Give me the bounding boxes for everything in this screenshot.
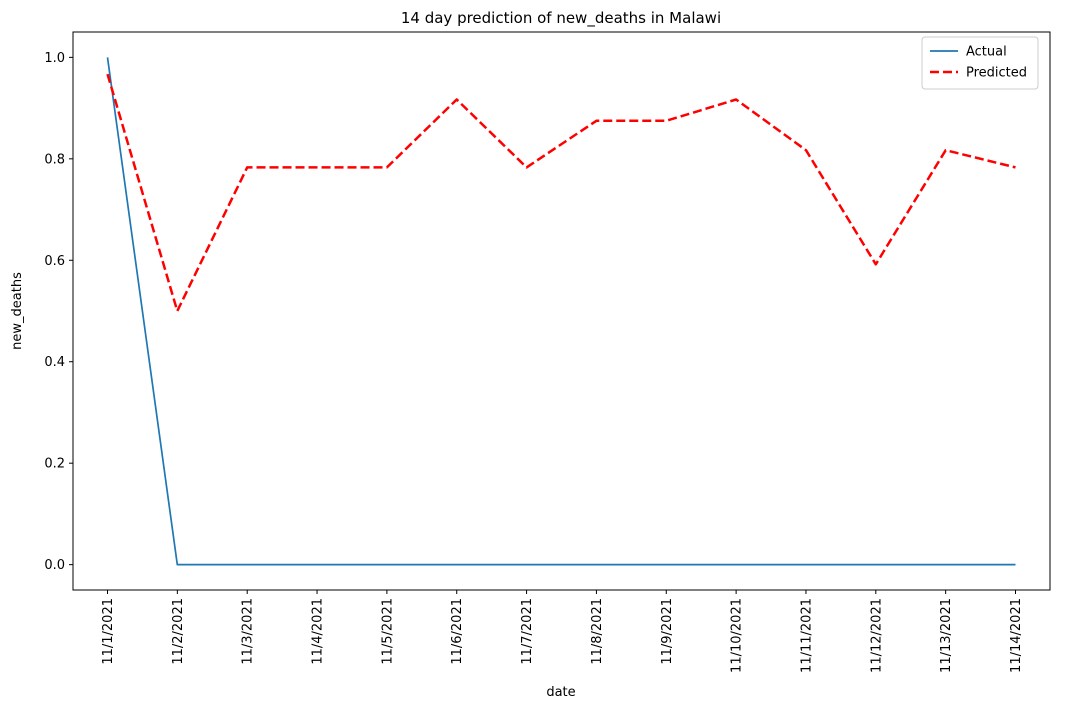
series-line-predicted <box>106 73 1016 313</box>
x-tick-label: 11/5/2021 <box>380 598 395 665</box>
x-tick-label: 11/10/2021 <box>730 598 745 673</box>
y-tick-label: 0.2 <box>44 457 65 472</box>
y-axis-label: new_deaths <box>10 272 25 350</box>
legend: Actual Predicted <box>921 36 1039 90</box>
x-axis-label: date <box>546 685 575 700</box>
x-tick-label: 11/12/2021 <box>869 598 884 673</box>
legend-box <box>921 36 1039 90</box>
series-line-actual <box>106 57 1016 566</box>
y-tick-label: 0.6 <box>44 254 65 269</box>
chart-title: 14 day prediction of new_deaths in Malaw… <box>401 9 721 28</box>
plot-background <box>73 32 1050 590</box>
axes-frame <box>72 31 1051 591</box>
y-tick-label: 0.8 <box>44 152 65 167</box>
x-tick-label: 11/4/2021 <box>311 598 326 665</box>
legend-label-predicted: Predicted <box>966 66 1027 81</box>
plot-frame <box>72 31 1051 591</box>
legend-label-actual: Actual <box>966 45 1007 60</box>
y-tick-label: 1.0 <box>44 51 65 66</box>
x-tick-label: 11/6/2021 <box>450 598 465 665</box>
x-tick-label: 11/11/2021 <box>799 598 814 673</box>
plot-area <box>73 32 1050 590</box>
x-tick-label: 11/2/2021 <box>171 598 186 665</box>
x-tick-label: 11/3/2021 <box>241 598 256 665</box>
x-tick-label: 11/1/2021 <box>101 598 116 665</box>
axis-ticks: 0.0 0.2 0.4 0.6 0.8 1.0 11/1/2021 11/2/2021 11/3… <box>44 51 1024 673</box>
x-tick-label: 11/9/2021 <box>660 598 675 665</box>
x-tick-label: 11/8/2021 <box>590 598 605 665</box>
x-tick-label: 11/13/2021 <box>939 598 954 673</box>
y-tick-label: 0.0 <box>44 558 65 573</box>
x-tick-label: 11/7/2021 <box>520 598 535 665</box>
series-lines <box>106 57 1016 566</box>
y-tick-label: 0.4 <box>44 355 65 370</box>
x-tick-label: 11/14/2021 <box>1009 598 1024 673</box>
